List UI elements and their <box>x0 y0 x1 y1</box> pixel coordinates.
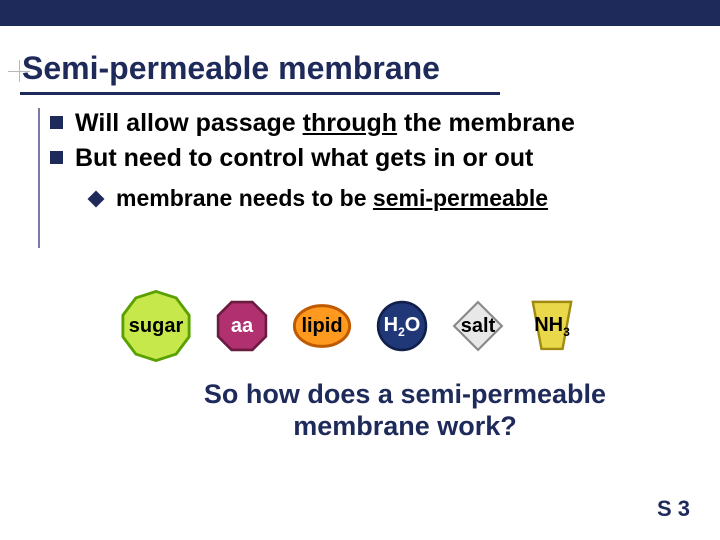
side-accent-line <box>38 108 40 248</box>
nh3-shape: NH3 <box>528 299 576 353</box>
nh3-label: NH3 <box>534 314 570 339</box>
lipid-label: lipid <box>301 315 342 338</box>
sugar-shape: sugar <box>120 290 192 362</box>
aa-label: aa <box>231 315 253 338</box>
top-bar <box>0 0 720 26</box>
slide-title: Semi-permeable membrane <box>22 50 440 87</box>
bullet-2-text: But need to control what gets in or out <box>75 143 533 174</box>
nh3-nh: NH <box>534 314 563 336</box>
square-bullet-icon <box>50 151 63 164</box>
h2o-h: H <box>384 314 398 336</box>
sub-bullet-text: membrane needs to be semi-permeable <box>116 185 548 212</box>
salt-label: salt <box>461 315 495 338</box>
h2o-shape: H2O <box>376 300 428 352</box>
bullet-list: Will allow passage through the membrane … <box>50 108 690 212</box>
sub-underline: semi-permeable <box>373 185 548 211</box>
title-underline <box>20 92 500 95</box>
bullet-1-underline: through <box>303 109 397 137</box>
sugar-label: sugar <box>129 315 183 338</box>
nh3-sub: 3 <box>563 325 570 339</box>
sub-bullet: membrane needs to be semi-permeable <box>90 185 690 212</box>
aa-shape: aa <box>216 300 268 352</box>
bullet-2: But need to control what gets in or out <box>50 143 690 174</box>
sub-pre: membrane needs to be <box>116 185 373 211</box>
h2o-o: O <box>405 314 421 336</box>
molecule-shapes-row: sugar aa lipid H2O salt NH3 <box>120 290 576 362</box>
bullet-1-pre: Will allow passage <box>75 109 303 137</box>
salt-shape: salt <box>452 300 504 352</box>
question-text: So how does a semi-permeable membrane wo… <box>150 378 660 443</box>
bullet-1-text: Will allow passage through the membrane <box>75 108 575 139</box>
square-bullet-icon <box>50 116 63 129</box>
diamond-bullet-icon <box>88 190 105 207</box>
bullet-1-post: the membrane <box>397 109 575 137</box>
h2o-label: H2O <box>384 314 421 339</box>
h2o-sub: 2 <box>398 325 405 339</box>
bullet-1: Will allow passage through the membrane <box>50 108 690 139</box>
lipid-shape: lipid <box>292 302 352 350</box>
slide-number: S 3 <box>657 496 690 522</box>
